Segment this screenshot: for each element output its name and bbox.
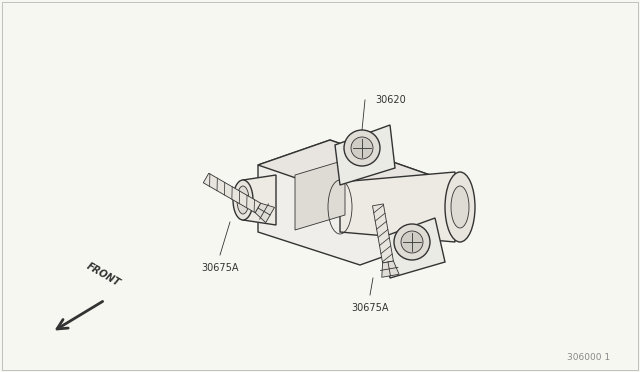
Polygon shape [372,204,394,263]
Polygon shape [340,172,455,242]
Circle shape [351,137,373,159]
Polygon shape [335,125,395,185]
Circle shape [394,224,430,260]
Text: 30675A: 30675A [351,303,388,313]
Ellipse shape [445,172,475,242]
Polygon shape [380,218,445,278]
Polygon shape [258,140,430,265]
Text: 30620: 30620 [375,95,406,105]
Circle shape [401,231,423,253]
Text: FRONT: FRONT [85,261,122,288]
Text: 30675A: 30675A [201,263,239,273]
Polygon shape [382,261,399,277]
Polygon shape [295,160,345,230]
Ellipse shape [237,186,249,214]
Text: 306000 1: 306000 1 [567,353,610,362]
Ellipse shape [233,180,253,220]
Circle shape [344,130,380,166]
Polygon shape [258,140,430,200]
Polygon shape [243,175,276,225]
Polygon shape [204,173,260,213]
Polygon shape [255,203,275,222]
Ellipse shape [451,186,469,228]
